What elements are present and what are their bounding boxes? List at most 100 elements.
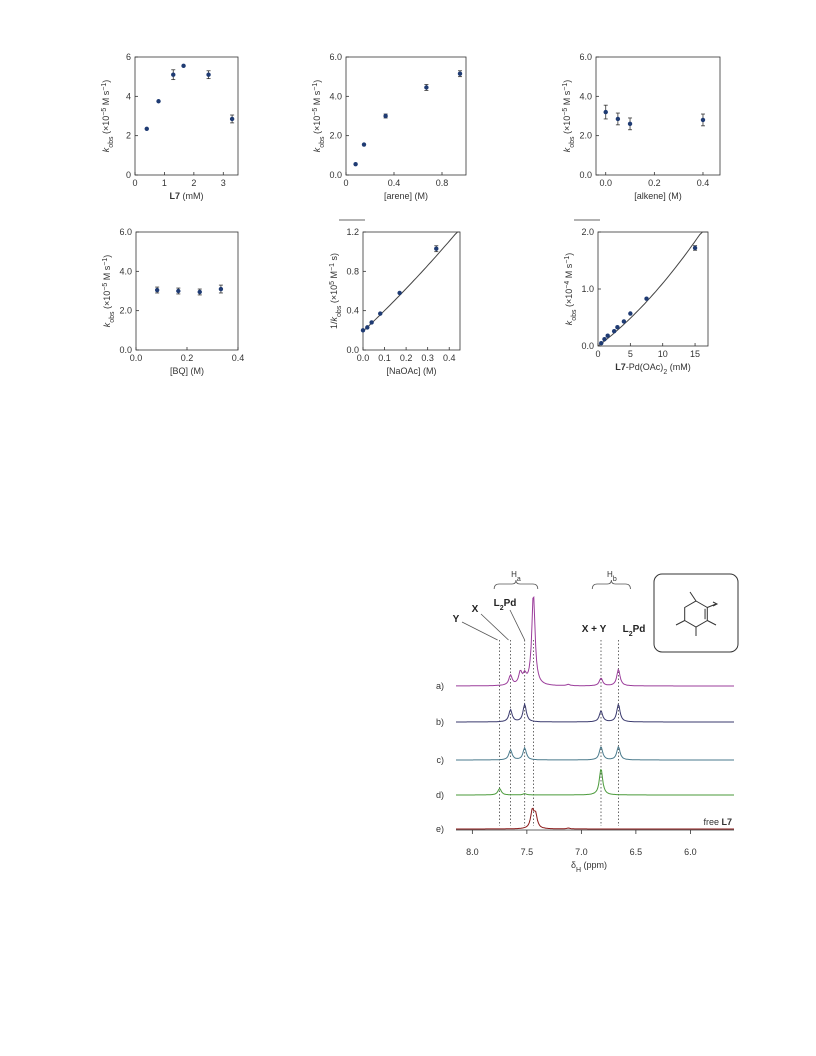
label-part: −1	[102, 258, 109, 266]
label-part: 2	[663, 369, 667, 376]
arrow-mark	[712, 601, 719, 607]
label-part: M s	[312, 90, 322, 107]
ha-brace	[493, 579, 539, 590]
y-tick-label: 6.0	[119, 227, 132, 237]
plot-frame	[345, 56, 467, 176]
y-tick-label: 6.0	[329, 52, 342, 62]
chart-panel-5: 0.0 0.1 0.2 0.3 0.4 0.0 0.4 0.8 1.2 [NaOAc] (M) 1/…	[329, 219, 461, 376]
data-point	[621, 319, 627, 324]
label-part: [BQ] (M)	[170, 366, 204, 376]
hb-brace	[591, 579, 631, 590]
label-part: M s	[102, 265, 112, 282]
data-point	[692, 245, 698, 251]
label-part: H	[607, 570, 613, 579]
x-tick-label: 0.2	[181, 353, 194, 363]
data-point	[611, 328, 617, 334]
spectrum-trace-b: b)	[436, 702, 734, 727]
x-tick-label: 0.0	[599, 178, 612, 188]
y-tick-label: 0.0	[119, 345, 132, 355]
x-tick-label: 0.0	[357, 353, 370, 363]
data-point	[700, 117, 706, 123]
trace-label: e)	[436, 824, 444, 834]
x-tick-label: 0.4	[697, 178, 710, 188]
x-axis-label: L7-Pd(OAc)2 (mM)	[615, 362, 690, 376]
label-part: b	[613, 576, 617, 583]
y-tick-label: 0.0	[329, 170, 342, 180]
data-point	[457, 71, 463, 76]
plot-frame	[362, 231, 461, 351]
plot-frame	[597, 231, 709, 347]
label-part: −5	[101, 108, 108, 116]
data-point	[154, 287, 160, 293]
label-part: obs	[569, 136, 576, 148]
label-part: -Pd(OAc)	[626, 362, 664, 372]
x-tick-label: 0.3	[421, 353, 434, 363]
label-part: 1/	[329, 321, 339, 329]
structure-inset	[653, 573, 739, 653]
label-part: k	[101, 147, 111, 152]
label-part: Pd	[633, 624, 646, 635]
label-part: (×10	[329, 285, 339, 306]
data-point	[628, 311, 633, 316]
fit-curve	[597, 231, 708, 347]
label-part: −1	[329, 263, 336, 271]
x-tick-label: 0	[595, 349, 600, 359]
label-part: )	[564, 253, 574, 256]
label-part: −1	[312, 83, 319, 91]
data-point	[627, 121, 633, 127]
spectrum-trace-a: a)	[436, 595, 734, 691]
peak-label-leader	[480, 613, 509, 641]
label-part: −4	[564, 281, 571, 289]
peak-label-x-plus-y: X + Y	[582, 624, 607, 635]
y-axis-label: 1/kobs (×105 M−1 s)	[329, 253, 343, 329]
data-point	[229, 116, 235, 122]
label-part: L7	[169, 191, 180, 201]
trace-label: b)	[436, 717, 444, 727]
label-part: −5	[102, 283, 109, 291]
y-tick-label: 4	[126, 91, 131, 101]
x-tick-label: 0	[343, 178, 348, 188]
spectrum-line	[456, 702, 734, 723]
label-part: Pd	[504, 598, 517, 609]
chart-panel-6: 0 5 10 15 0.0 1.0 2.0 L7-Pd(OAc)2 (mM) kobs (×10…	[564, 219, 709, 376]
y-tick-label: 0.0	[579, 170, 592, 180]
y-axis-label: kobs (×10−5 M s−1)	[102, 255, 116, 328]
label-part: k	[564, 320, 574, 325]
label-part: )	[101, 80, 111, 83]
x-tick-label: 5	[628, 349, 633, 359]
label-part: obs	[319, 136, 326, 148]
trace-annotation: free L7	[703, 817, 732, 827]
label-part: k	[329, 316, 339, 321]
data-point	[397, 290, 402, 296]
data-point	[218, 286, 224, 292]
label-part: [alkene] (M)	[634, 191, 682, 201]
label-part: s)	[329, 253, 339, 263]
trace-label: c)	[437, 755, 445, 765]
y-axis-label: kobs (×10−5 M s−1)	[101, 80, 115, 153]
ha-label: Ha	[511, 570, 521, 583]
y-tick-label: 2	[126, 131, 131, 141]
y-tick-label: 0.0	[581, 341, 594, 351]
data-point	[365, 325, 370, 330]
data-point	[181, 63, 186, 69]
chart-panel-1: 0 1 2 3 0 2 4 6 L7 (mM) kobs (×10−5 M s−1)	[101, 52, 239, 201]
x-tick-label: 10	[658, 349, 668, 359]
data-point	[605, 333, 610, 338]
label-part: L	[494, 598, 500, 609]
x-axis-label: [NaOAc] (M)	[386, 366, 436, 376]
substituent-bond	[689, 591, 697, 602]
y-tick-label: 6	[126, 52, 131, 62]
label-part: obs	[571, 309, 578, 321]
nmr-x-tick-label: 6.5	[630, 847, 643, 857]
peak-label-y: Y	[453, 614, 460, 625]
nmr-x-tick-label: 6.0	[684, 847, 697, 857]
nmr-x-axis-label: δH (ppm)	[571, 860, 607, 874]
y-tick-label: 1.0	[581, 284, 594, 294]
data-point	[353, 161, 358, 167]
label-part: (×10	[312, 116, 322, 137]
x-axis-label: L7 (mM)	[169, 191, 203, 201]
data-point	[615, 116, 621, 122]
nmr-x-tick-label: 7.5	[521, 847, 534, 857]
peak-label-leader	[461, 621, 498, 641]
label-part: (ppm)	[581, 860, 607, 870]
